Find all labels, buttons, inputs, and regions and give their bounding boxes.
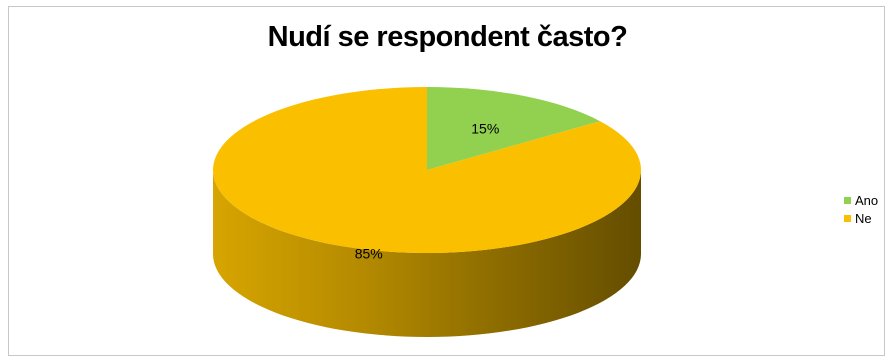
data-label-ano: 15% <box>471 121 499 137</box>
data-label-ne: 85% <box>355 245 383 261</box>
legend-item-ne: Ne <box>844 209 878 227</box>
legend-label-ano: Ano <box>855 192 879 208</box>
pie-side-ne <box>213 170 641 337</box>
chart-title: Nudí se respondent často? <box>267 21 628 53</box>
legend-label-ne: Ne <box>855 210 872 226</box>
legend-swatch-ne <box>844 214 851 222</box>
pie-slice-ne <box>213 87 641 254</box>
legend-swatch-ano <box>844 196 851 204</box>
legend: Ano Ne <box>844 191 878 227</box>
pie-slice-ano <box>427 87 601 170</box>
legend-item-ano: Ano <box>844 191 878 209</box>
